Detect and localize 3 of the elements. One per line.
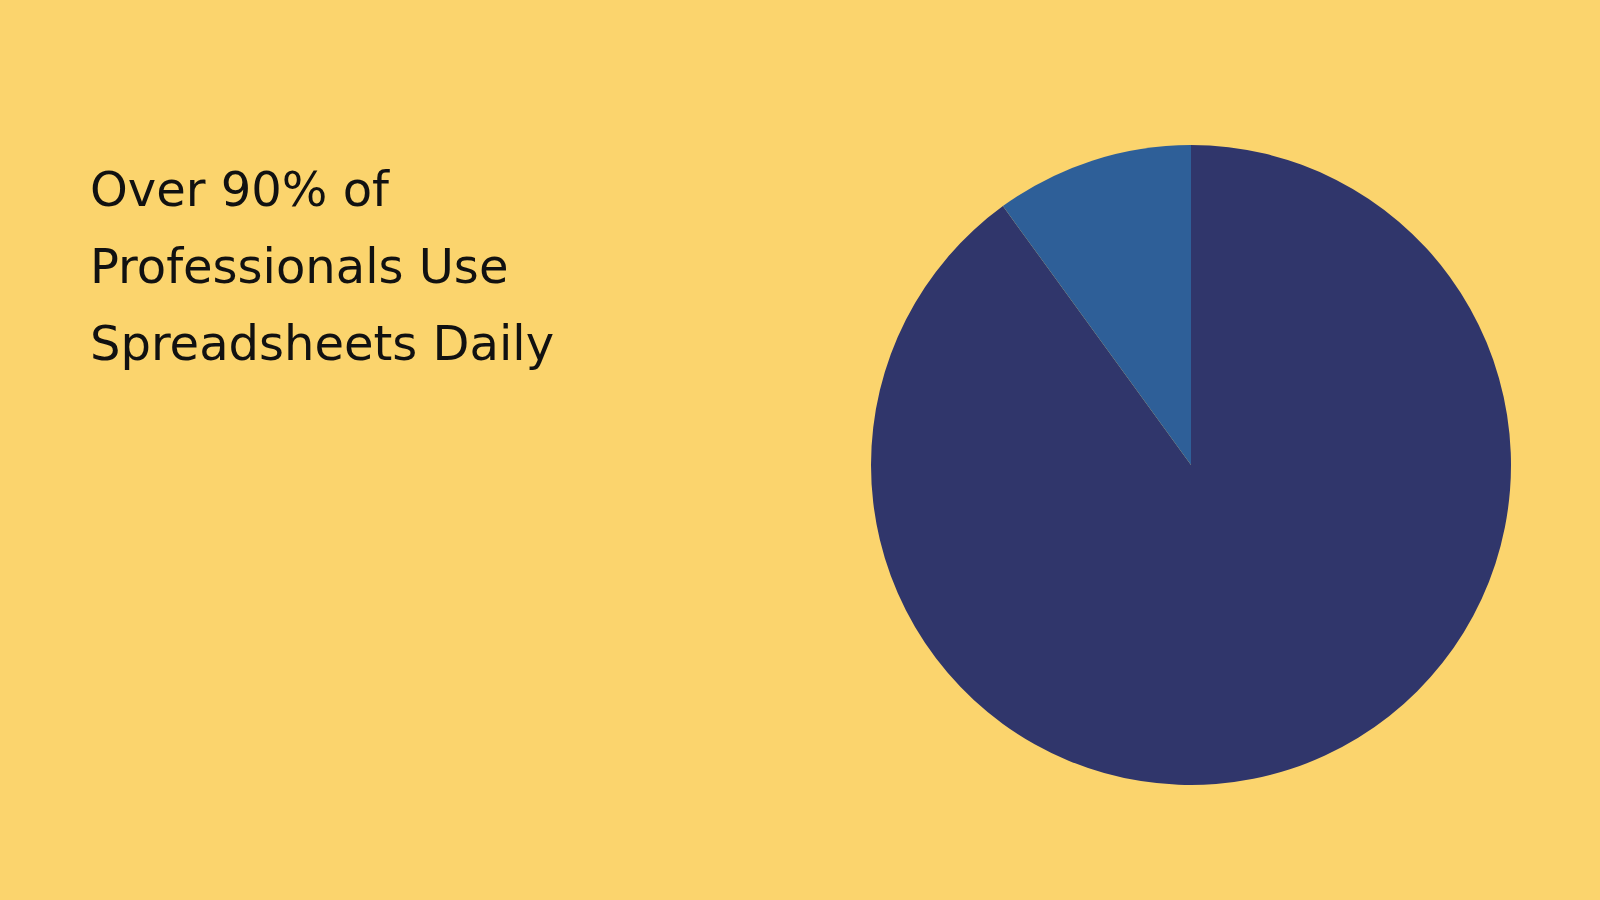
pie-slice — [1002, 145, 1191, 465]
text: Over 90% of Professionals Use Spreadsheets Daily — [90, 161, 555, 371]
pie-slice — [871, 145, 1511, 785]
